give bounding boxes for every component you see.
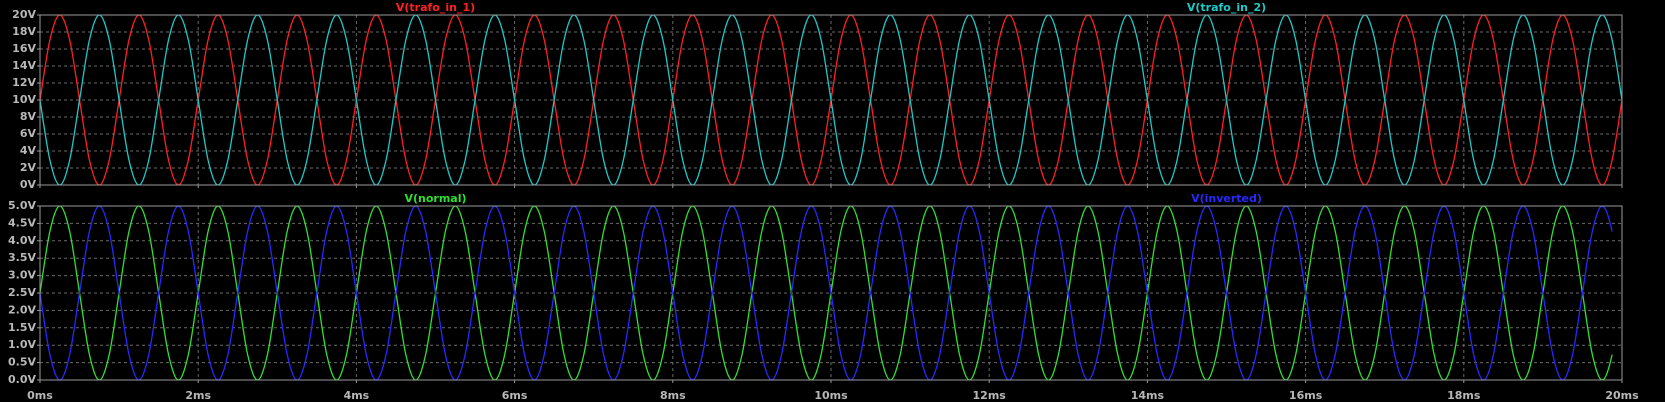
x-tick-label: 10ms [814, 389, 848, 402]
x-tick-label: 16ms [1289, 389, 1323, 402]
plot-frame [39, 14, 1623, 186]
trace-label: V(normal) [404, 192, 466, 205]
x-tick-label: 12ms [973, 389, 1007, 402]
trace-label: V(inverted) [1191, 192, 1262, 205]
y-tick-label: 14V [12, 59, 36, 72]
x-tick-label: 6ms [502, 389, 528, 402]
x-tick-label: 2ms [185, 389, 211, 402]
x-tick-label: 8ms [660, 389, 686, 402]
y-tick-label: 18V [12, 25, 36, 38]
trace-label: V(trafo_in_1) [396, 1, 475, 14]
trace [39, 14, 1623, 186]
x-tick-label: 18ms [1447, 389, 1481, 402]
y-tick-label: 1.0V [8, 338, 36, 351]
y-tick-label: 8V [20, 110, 37, 123]
y-tick-label: 4.0V [8, 234, 36, 247]
y-tick-label: 0V [20, 178, 37, 191]
y-tick-label: 4.5V [8, 216, 36, 229]
y-tick-label: 4V [20, 144, 37, 157]
x-tick-label: 14ms [1131, 389, 1165, 402]
y-tick-label: 3.5V [8, 251, 36, 264]
x-tick-label: 4ms [344, 389, 370, 402]
trace-label: V(trafo_in_2) [1187, 1, 1266, 14]
y-tick-label: 16V [12, 42, 36, 55]
x-tick-label: 0ms [27, 389, 53, 402]
trace [39, 205, 1613, 381]
y-tick-label: 12V [12, 76, 36, 89]
y-tick-label: 6V [20, 127, 37, 140]
y-tick-label: 10V [12, 93, 36, 106]
y-tick-label: 3.0V [8, 269, 36, 282]
y-tick-label: 2.0V [8, 303, 36, 316]
trace [39, 205, 1613, 381]
y-tick-label: 2.5V [8, 286, 36, 299]
y-tick-label: 0.5V [8, 356, 36, 369]
y-tick-label: 5.0V [8, 199, 36, 212]
y-tick-label: 20V [12, 8, 36, 21]
y-tick-label: 0.0V [8, 373, 36, 386]
y-tick-label: 1.5V [8, 321, 36, 334]
x-tick-label: 20ms [1605, 389, 1639, 402]
y-tick-label: 2V [20, 161, 37, 174]
plot-frame [39, 205, 1623, 381]
